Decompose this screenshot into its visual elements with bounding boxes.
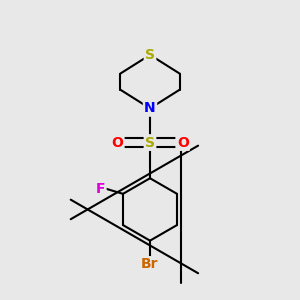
Text: S: S: [145, 136, 155, 150]
Text: O: O: [111, 136, 123, 150]
Text: Br: Br: [141, 257, 159, 272]
Text: N: N: [144, 101, 156, 116]
Text: O: O: [177, 136, 189, 150]
Text: S: S: [145, 48, 155, 62]
Text: F: F: [96, 182, 105, 196]
